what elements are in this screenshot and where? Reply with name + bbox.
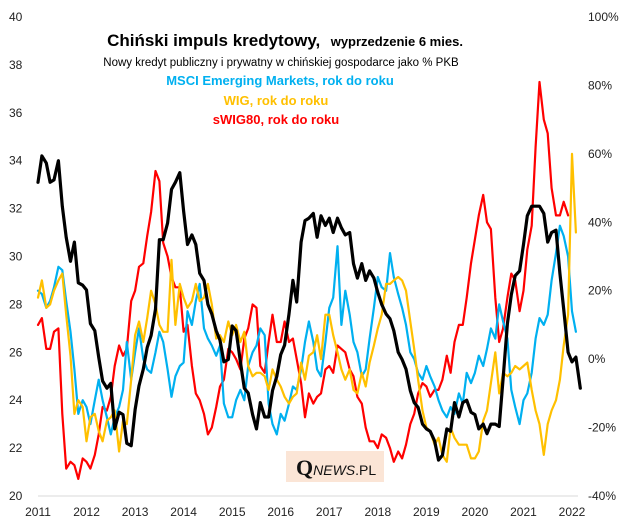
x-tick-labels: 2011 2012 2013 2014 2015 2016 2017 2018 2019 2020…	[25, 505, 586, 519]
y-right-tick-label: 80%	[588, 78, 612, 92]
y-right-tick-label: 0%	[588, 352, 606, 366]
x-tick-label: 2021	[510, 505, 537, 519]
y-left-tick-label: 30	[9, 250, 23, 264]
series-line-msci-em	[36, 224, 577, 436]
legend-wig: WIG, rok do roku	[224, 93, 329, 108]
y-right-tick-label: -20%	[588, 421, 616, 435]
logo-q: Q	[296, 455, 313, 480]
y-right-tick-label: 100%	[588, 10, 619, 24]
x-tick-label: 2011	[25, 505, 51, 519]
x-tick-label: 2015	[219, 505, 246, 519]
chart-title-suffix: wyprzedzenie 6 mies.	[330, 34, 463, 49]
chart-subtitle: Nowy kredyt publiczny i prywatny w chińs…	[103, 57, 459, 69]
y-left-tick-label: 20	[9, 489, 23, 503]
x-tick-label: 2022	[559, 505, 586, 519]
logo-text: QNEWS.PL	[296, 455, 376, 480]
y-left-tick-labels: 20 22 24 26 28 30 32 34 36 38 40	[9, 10, 23, 503]
logo-background	[286, 451, 384, 482]
chart-title-group: Chiński impuls kredytowy, wyprzedzenie 6…	[107, 31, 463, 50]
y-right-tick-label: 40%	[588, 215, 612, 229]
logo-pl: .PL	[355, 462, 376, 478]
x-tick-label: 2012	[73, 505, 100, 519]
legend-swig80: sWIG80, rok do roku	[213, 112, 339, 127]
series-line-credit-impulse	[36, 154, 582, 462]
y-left-tick-label: 38	[9, 58, 23, 72]
y-left-tick-label: 28	[9, 297, 23, 311]
y-right-tick-label: -40%	[588, 489, 616, 503]
y-right-tick-label: 60%	[588, 147, 612, 161]
legend-msci: MSCI Emerging Markets, rok do roku	[166, 73, 394, 88]
y-right-tick-labels: -40% -20% 0% 20% 40% 60% 80% 100%	[588, 10, 619, 503]
chart-title: Chiński impuls kredytowy,	[107, 31, 320, 50]
y-left-tick-label: 22	[9, 441, 23, 455]
qnews-logo: QNEWS.PL	[286, 451, 384, 482]
y-left-tick-label: 26	[9, 345, 23, 359]
x-tick-label: 2018	[364, 505, 391, 519]
x-tick-label: 2019	[413, 505, 440, 519]
y-right-tick-label: 20%	[588, 284, 612, 298]
y-left-tick-label: 32	[9, 202, 23, 216]
y-left-tick-label: 36	[9, 106, 23, 120]
x-tick-label: 2014	[170, 505, 197, 519]
x-tick-label: 2017	[316, 505, 343, 519]
series-line-wig	[36, 152, 577, 463]
y-left-tick-label: 40	[9, 10, 23, 24]
x-tick-label: 2016	[267, 505, 294, 519]
x-tick-label: 2020	[462, 505, 489, 519]
series-layer	[36, 80, 582, 480]
y-left-tick-label: 24	[9, 393, 23, 407]
y-left-tick-label: 34	[9, 154, 23, 168]
logo-news: NEWS	[313, 462, 356, 478]
x-tick-label: 2013	[122, 505, 149, 519]
